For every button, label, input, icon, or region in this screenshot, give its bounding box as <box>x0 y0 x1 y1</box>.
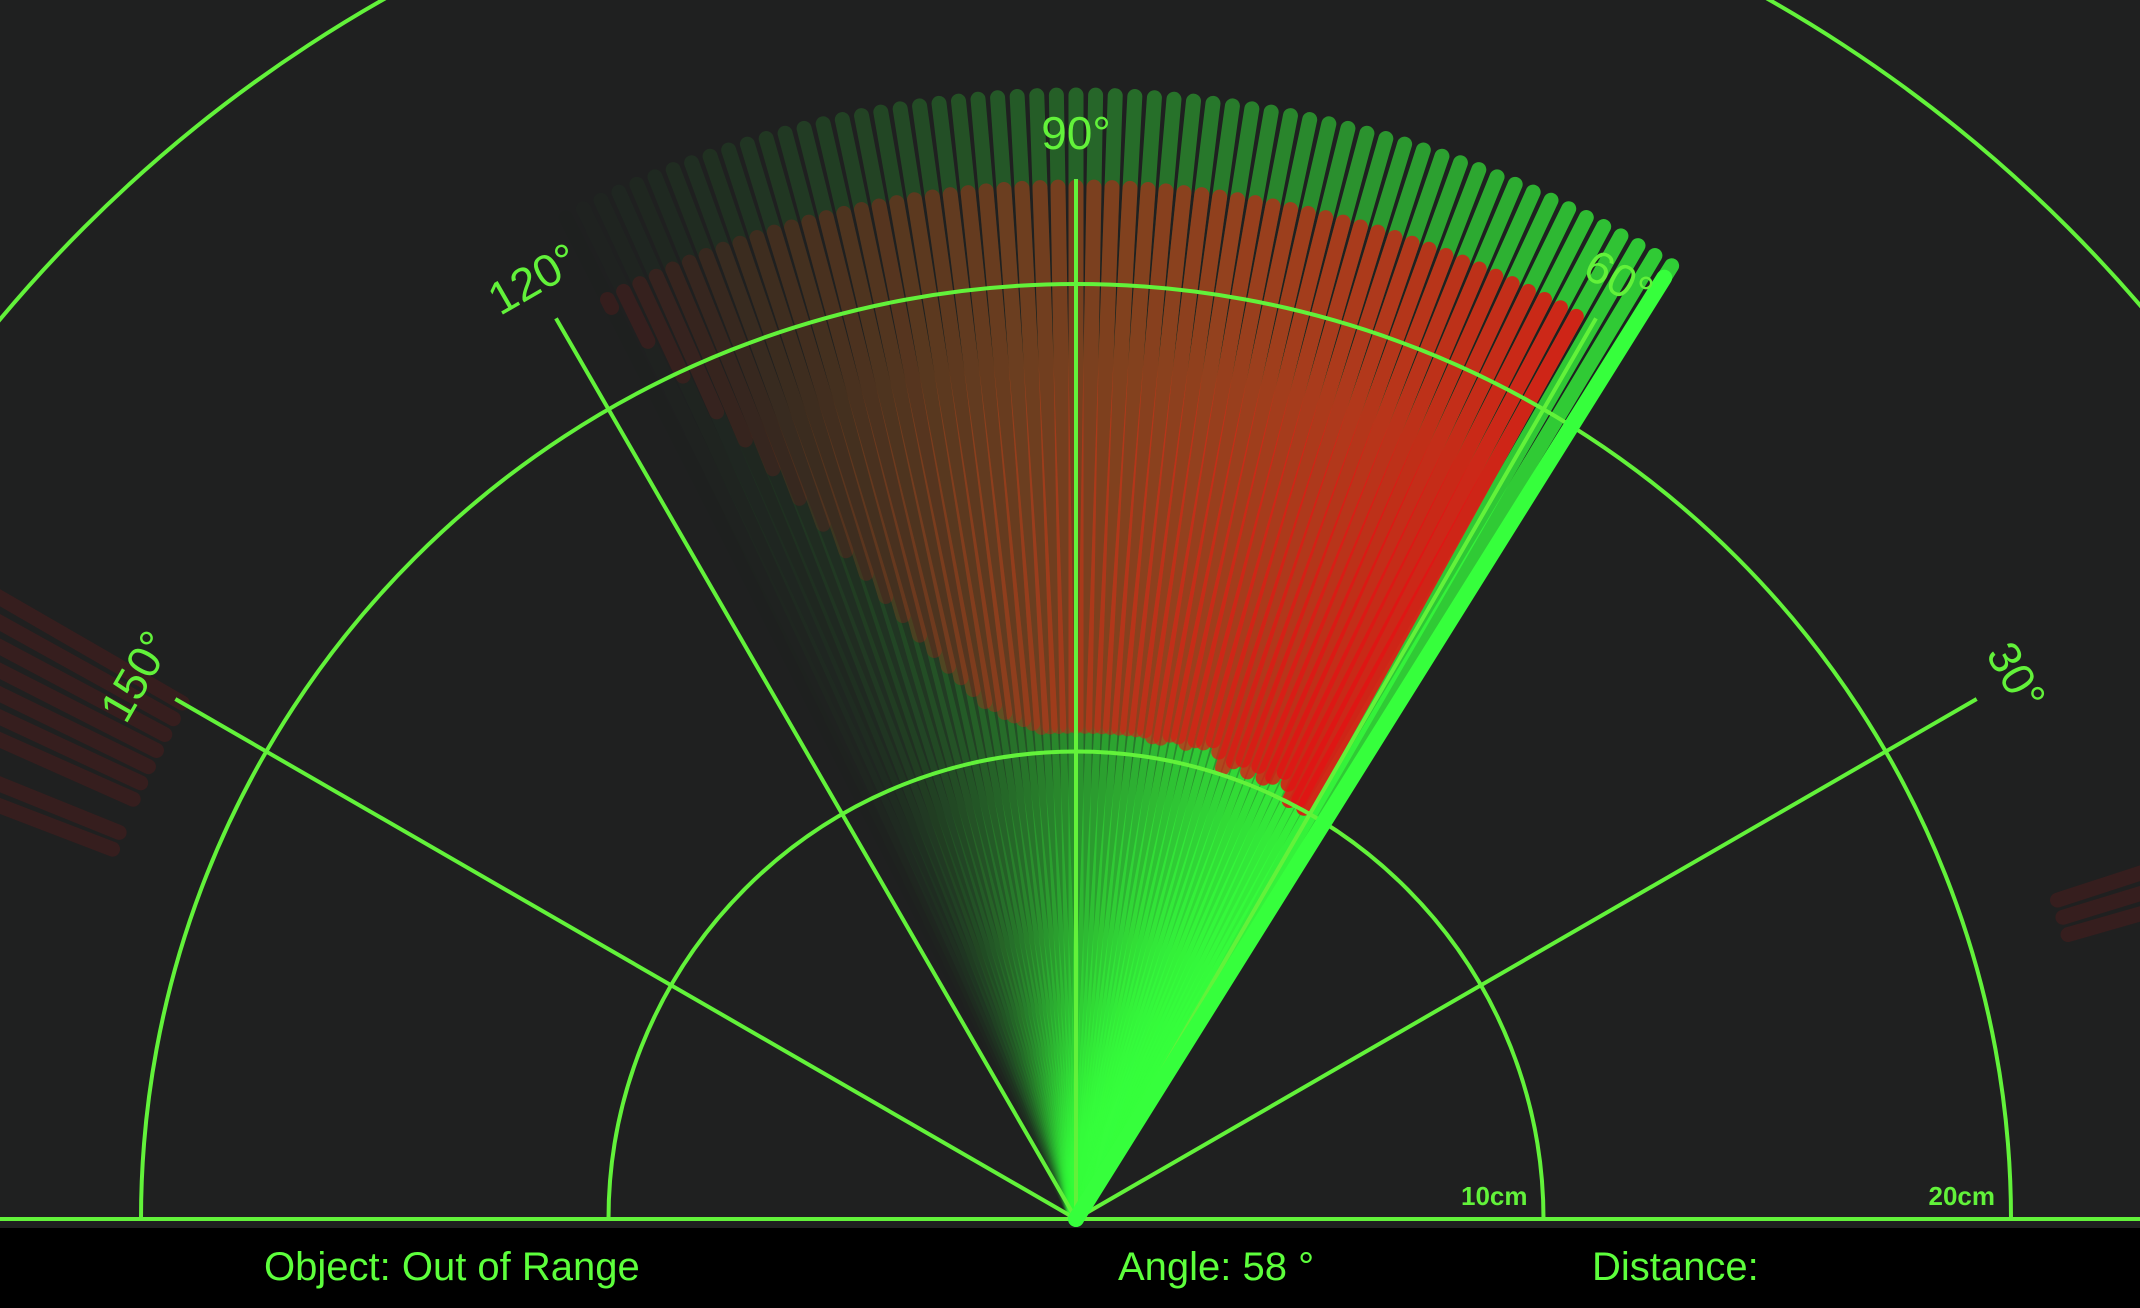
detection-ray <box>1128 187 1210 738</box>
detection-ray <box>1211 224 1386 760</box>
detection-ray <box>889 195 993 710</box>
angle-spoke <box>174 697 1077 1221</box>
detection-ray <box>978 183 1041 731</box>
angle-spoke <box>554 317 1078 1221</box>
detection-ray <box>1111 183 1174 736</box>
radar-origin <box>1068 1211 1084 1227</box>
object-status: Object: Out of Range <box>264 1245 640 1289</box>
detection-ray <box>0 613 181 727</box>
detection-ray <box>1235 241 1437 768</box>
detection-ray <box>942 187 1022 724</box>
detection-ray <box>632 276 691 384</box>
detection-ray <box>996 182 1050 735</box>
detection-ray <box>698 248 807 506</box>
detection-ray <box>1251 254 1471 774</box>
detection-ray <box>1240 248 1454 780</box>
detection-ray <box>1255 261 1487 786</box>
detection-ray <box>1291 300 1568 808</box>
sweep-current <box>1068 269 1673 1227</box>
detection-ray <box>1032 180 1067 734</box>
detection-ray <box>0 708 149 791</box>
detection-ray <box>1187 210 1334 749</box>
detection-ray <box>1094 180 1138 735</box>
detection-ray <box>0 662 164 758</box>
detection-ray <box>801 214 928 643</box>
detection-ray <box>732 235 854 559</box>
detection-ray <box>1144 192 1245 745</box>
detection-ray <box>1296 308 1584 816</box>
detection-ray <box>1215 230 1403 776</box>
angle-label: 90° <box>1041 107 1111 159</box>
detection-ray <box>1050 179 1075 734</box>
detection-ray <box>0 589 190 711</box>
detection-ray <box>1077 179 1102 734</box>
detection-ray <box>715 241 831 532</box>
angle-readout: Angle: 58 ° <box>1118 1245 1315 1289</box>
detection-ray <box>818 210 942 659</box>
detection-ray <box>0 638 173 743</box>
detection-ray <box>665 261 753 448</box>
detection-ray <box>749 230 874 581</box>
detection-ray <box>1280 283 1536 792</box>
detection-ray <box>1137 189 1228 739</box>
detection-ray <box>0 685 156 775</box>
detection-ray <box>681 254 781 477</box>
status-bar <box>0 1228 2140 1308</box>
detection-ray <box>1196 214 1351 751</box>
detection-ray <box>1120 185 1192 737</box>
detection-ray <box>871 198 981 698</box>
distance-readout: Distance: <box>1592 1245 1759 1289</box>
detection-ray <box>1205 219 1368 749</box>
range-label: 10cm <box>1461 1181 1528 1211</box>
detection-ray <box>924 189 1013 720</box>
range-label: 20cm <box>1929 1181 1996 1211</box>
detection-ray <box>1162 198 1281 743</box>
angle-spoke <box>1074 697 1978 1221</box>
detection-ray <box>1014 180 1058 735</box>
detection-ray <box>1276 276 1520 780</box>
detection-ray <box>1225 235 1420 770</box>
detection-ray <box>599 291 620 316</box>
detection-ray <box>1281 291 1553 809</box>
detection-ray <box>1178 205 1316 751</box>
detection-ray <box>766 224 894 604</box>
detection-ray <box>648 268 725 420</box>
detection-ray <box>1102 182 1156 735</box>
detection-ray <box>616 283 656 349</box>
detection-ray <box>1085 180 1120 734</box>
sweep-line <box>1068 269 1673 1227</box>
detection-ray <box>1265 268 1504 785</box>
radar-grid <box>0 0 2140 1221</box>
detection-ray <box>853 202 969 686</box>
detection-ray <box>1153 195 1263 746</box>
detection-ray <box>784 219 911 624</box>
detection-ray <box>960 185 1032 728</box>
detection-ray <box>836 205 956 674</box>
detection-ray <box>907 192 1003 713</box>
detection-ray <box>1170 202 1299 745</box>
